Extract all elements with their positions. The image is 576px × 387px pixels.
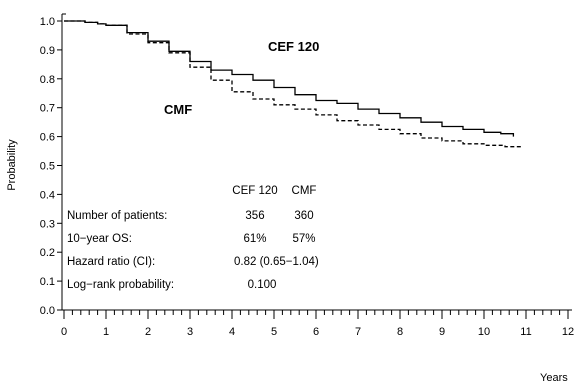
x-tick-label: 11 <box>520 326 531 338</box>
axes <box>61 13 572 311</box>
x-tick-label: 0 <box>61 326 67 338</box>
x-tick-label: 1 <box>103 326 109 338</box>
x-tick-label: 7 <box>355 326 361 338</box>
cef120-curve-label: CEF 120 <box>268 39 319 54</box>
y-tick-label: 0.9 <box>40 45 55 57</box>
x-ticks: 0 1 2 3 4 5 6 7 8 9 10 11 12 <box>61 310 574 338</box>
y-tick-label: 0.1 <box>40 276 55 288</box>
stats-value-cef120: 356 <box>245 210 264 222</box>
y-tick-label: 0.8 <box>40 74 55 86</box>
stats-value-cmf: 360 <box>294 210 313 222</box>
y-tick-label: 0.7 <box>40 103 55 115</box>
stats-value-cmf: 57% <box>292 233 315 245</box>
x-tick-label: 9 <box>439 326 445 338</box>
survival-curves: CEF 120 CMF <box>64 20 523 149</box>
stats-row-label: 10−year OS: <box>67 233 132 245</box>
y-ticks: 0.0 0.1 0.2 0.3 0.4 0.5 0.6 0.7 0.8 0.9 1.0 <box>40 16 62 317</box>
y-tick-label: 0.4 <box>40 189 55 201</box>
stats-value-cef120: 61% <box>243 233 266 245</box>
stats-row-label: Number of patients: <box>67 210 167 222</box>
stats-value: 0.100 <box>248 279 277 291</box>
x-tick-label: 4 <box>229 326 235 338</box>
y-tick-label: 0.6 <box>40 132 55 144</box>
cmf-curve-label: CMF <box>164 102 192 117</box>
stats-header-cef120: CEF 120 <box>232 185 277 197</box>
x-tick-label: 8 <box>397 326 403 338</box>
y-tick-label: 1.0 <box>40 16 55 28</box>
stats-row-label: Hazard ratio (CI): <box>67 256 155 268</box>
x-tick-label: 5 <box>271 326 277 338</box>
stats-value: 0.82 (0.65−1.04) <box>234 256 319 268</box>
y-tick-label: 0.0 <box>40 305 55 317</box>
y-tick-label: 0.5 <box>40 161 55 173</box>
x-tick-label: 6 <box>313 326 319 338</box>
stats-header-cmf: CMF <box>292 185 317 197</box>
x-axis-label: Years <box>540 372 568 384</box>
x-tick-label: 2 <box>145 326 151 338</box>
x-tick-label: 12 <box>562 326 574 338</box>
cmf-curve <box>64 20 523 149</box>
stats-table: CEF 120 CMF Number of patients: 356 360 10−ye… <box>67 185 319 291</box>
x-tick-label: 10 <box>478 326 490 338</box>
y-tick-label: 0.3 <box>40 218 55 230</box>
y-tick-label: 0.2 <box>40 247 55 259</box>
y-axis-label: Probability <box>6 139 18 191</box>
stats-row-label: Log−rank probability: <box>67 279 174 291</box>
x-tick-label: 3 <box>187 326 193 338</box>
